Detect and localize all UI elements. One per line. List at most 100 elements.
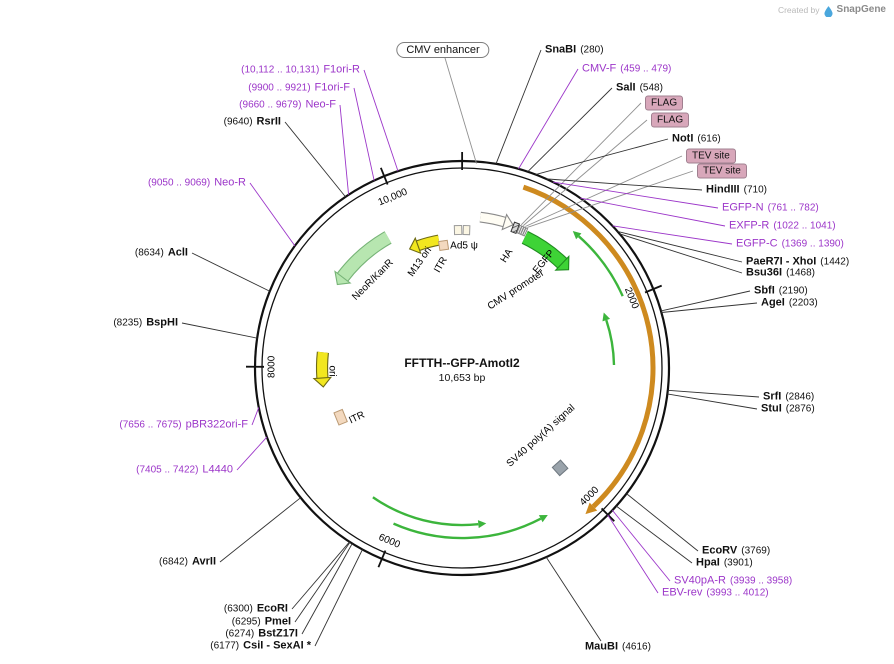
- tick-label: 10,000: [377, 186, 410, 208]
- callout-text: (1468): [786, 267, 815, 279]
- callout-text: (1442): [820, 256, 850, 268]
- callout-text: RsrII: [256, 115, 281, 128]
- plasmid-title: FFTTH--GFP-AmotI2: [404, 356, 520, 370]
- callout-text: (3939 .. 3958): [729, 575, 793, 587]
- callout-text: EGFP-C: [736, 237, 778, 250]
- callout-text: HpaI: [696, 556, 720, 569]
- restriction-site-label-hindiii: HindIII (710): [706, 184, 767, 197]
- callout-text: (2190): [778, 285, 808, 297]
- callout-text: (3901): [723, 557, 753, 569]
- created-by-text: Created by: [777, 4, 820, 15]
- callout-text: (616): [697, 133, 721, 145]
- cmv-enhancer-badge: CMV enhancer: [396, 42, 490, 58]
- snapgene-watermark: Created by SnapGene: [777, 4, 886, 18]
- callout-text: Neo-F: [305, 98, 336, 111]
- primer-label-f1ori-f: (9900 .. 9921) F1ori-F: [248, 82, 350, 95]
- callout-text: AgeI: [761, 296, 785, 309]
- callout-text: EcoRI: [256, 602, 288, 615]
- callout-text: EXFP-R: [729, 219, 770, 232]
- restriction-site-label-ecori: (6300) EcoRI: [224, 603, 288, 616]
- callout-text: (6300): [223, 603, 253, 615]
- feature-label-ad5-psi: Ad5 ψ: [450, 240, 478, 252]
- callout-text: (548): [639, 82, 663, 94]
- feature-label-ori: ori: [326, 365, 338, 377]
- snapgene-logo-icon: [823, 4, 833, 18]
- callout-text: (1369 .. 1390): [781, 238, 844, 250]
- callout-text: SbfI: [754, 284, 775, 297]
- feature-badge-tev-site: TEV site: [686, 148, 736, 164]
- tick-label: 8000: [267, 355, 278, 378]
- callout-text: (280): [580, 44, 604, 56]
- callout-text: SrfI: [763, 390, 782, 403]
- primer-label-egfp-c: EGFP-C (1369 .. 1390): [736, 238, 844, 251]
- callout-text: (8634): [134, 247, 164, 259]
- callout-text: (3769): [741, 545, 771, 557]
- callout-text: (2846): [785, 391, 815, 403]
- callout-text: NotI: [672, 132, 694, 145]
- callout-text: BstZ17I: [258, 627, 298, 640]
- restriction-site-label-bstz17i: (6274) BstZ17I: [225, 628, 298, 641]
- callout-text: (2876): [785, 403, 815, 415]
- restriction-site-label-pmei: (6295) PmeI: [232, 616, 291, 629]
- callout-text: AvrII: [191, 555, 216, 568]
- callout-text: EcoRV: [702, 544, 738, 557]
- callout-text: SV40pA-R: [674, 574, 726, 587]
- callout-text: (3993 .. 4012): [706, 587, 769, 599]
- callout-text: StuI: [761, 402, 782, 415]
- callout-text: MauBI: [585, 640, 618, 653]
- callout-text: (6842): [159, 556, 188, 568]
- primer-label-exfp-r: EXFP-R (1022 .. 1041): [729, 220, 836, 233]
- restriction-site-label-csii-sexai: (6177) CsiI - SexAI *: [210, 640, 311, 653]
- primer-label-egfp-n: EGFP-N (761 .. 782): [722, 202, 819, 215]
- callout-text: Bsu36I: [746, 266, 783, 279]
- callout-text: (9640): [223, 116, 253, 128]
- restriction-site-label-bsu36i: Bsu36I (1468): [746, 267, 815, 280]
- callout-text: pBR322ori-F: [185, 418, 248, 431]
- callout-text: (459 .. 479): [620, 63, 672, 75]
- badge-text: TEV site: [697, 163, 747, 179]
- callout-text: (9900 .. 9921): [248, 82, 311, 94]
- restriction-site-label-ecorv: EcoRV (3769): [702, 545, 770, 558]
- feature-badge-flag: FLAG: [651, 112, 690, 128]
- badge-text: TEV site: [686, 148, 736, 164]
- restriction-site-label-snabi: SnaBI (280): [545, 44, 604, 57]
- plasmid-size: 10,653 bp: [438, 372, 486, 384]
- restriction-site-label-maubi: MauBI (4616): [585, 641, 651, 654]
- restriction-site-label-agei: AgeI (2203): [761, 297, 818, 310]
- callout-text: CsiI - SexAI *: [243, 639, 311, 652]
- callout-text: Neo-R: [214, 176, 246, 189]
- primer-label-f1ori-r: (10,112 .. 10,131) F1ori-R: [241, 64, 360, 77]
- callout-text: (6177): [210, 640, 240, 652]
- primer-label-l4440: (7405 .. 7422) L4440: [136, 464, 233, 477]
- restriction-site-label-hpai: HpaI (3901): [696, 557, 753, 570]
- callout-text: (9660 .. 9679): [239, 99, 302, 111]
- restriction-site-label-bsphi: (8235) BspHI: [113, 317, 178, 330]
- primer-label-neo-f: (9660 .. 9679) Neo-F: [239, 99, 336, 112]
- callout-text: SalI: [616, 81, 636, 94]
- callout-text: F1ori-F: [314, 81, 350, 94]
- primer-label-cmv-f: CMV-F (459 .. 479): [582, 63, 671, 76]
- callout-text: (8235): [113, 317, 143, 329]
- callout-text: CMV-F: [582, 62, 617, 75]
- restriction-site-label-paer7i-xhoi: PaeR7I - XhoI (1442): [746, 256, 849, 269]
- snapgene-brand-text: SnapGene: [836, 4, 886, 15]
- callout-text: HindIII: [706, 183, 740, 196]
- feature-badge-tev-site: TEV site: [697, 163, 747, 179]
- restriction-site-label-rsrii: (9640) RsrII: [224, 116, 281, 129]
- primer-label-sv40pa-r: SV40pA-R (3939 .. 3958): [674, 575, 792, 588]
- callout-text: (7405 .. 7422): [136, 464, 199, 476]
- callout-text: (9050 .. 9069): [147, 177, 211, 189]
- callout-text: EBV-rev: [662, 586, 703, 599]
- restriction-site-label-stui: StuI (2876): [761, 403, 815, 416]
- callout-text: L4440: [202, 463, 233, 476]
- restriction-site-label-srfi: SrfI (2846): [763, 391, 814, 404]
- callout-text: EGFP-N: [722, 201, 764, 214]
- callout-text: SnaBI: [545, 43, 577, 56]
- primer-label-neo-r: (9050 .. 9069) Neo-R: [148, 177, 246, 190]
- restriction-site-label-sali: SalI (548): [616, 82, 663, 95]
- badge-text: FLAG: [645, 95, 684, 111]
- callout-text: (710): [743, 184, 767, 196]
- callout-text: (761 .. 782): [767, 202, 819, 214]
- callout-text: (10,112 .. 10,131): [241, 64, 320, 76]
